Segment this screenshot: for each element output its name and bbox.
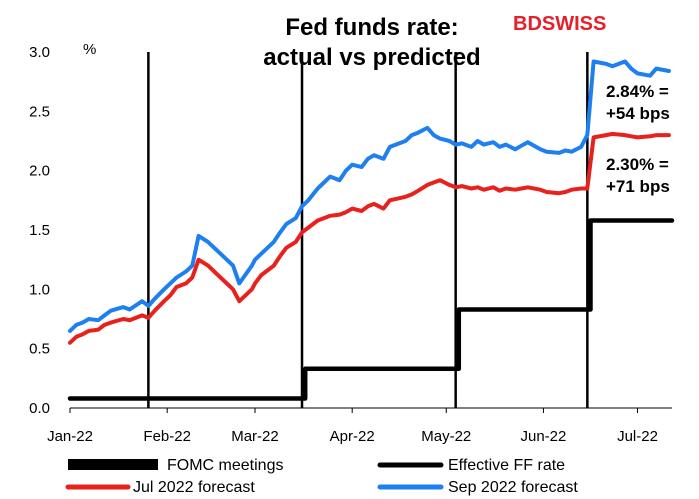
title-line-1: Fed funds rate: [285,14,458,41]
y-tick-label: 1.5 [29,222,50,239]
legend-item-sep-forecast: Sep 2022 forecast [377,479,578,496]
logo-text: BDSWISS [513,13,606,35]
legend: FOMC meetings Effective FF rate Jul 2022… [65,457,578,496]
legend-item-jul-forecast: Jul 2022 forecast [65,479,255,496]
legend-swatch-fomc [68,459,158,470]
series-line-sep-2022-forecast [68,59,671,333]
y-tick-label: 2.5 [29,103,50,120]
fomc-meeting-lines [147,52,589,408]
y-tick-label: 2.0 [29,163,50,180]
logo-text-bd: BD [513,13,542,35]
x-tick-label: Jul-22 [617,428,658,445]
legend-label-fomc: FOMC meetings [167,457,283,474]
legend-label-jul-forecast: Jul 2022 forecast [133,479,255,496]
y-unit-label: % [83,41,96,58]
y-axis-ticks: 0.0 0.5 1.0 1.5 2.0 2.5 3.0 [29,44,50,417]
y-tick-label: 0.5 [29,341,50,358]
x-tick-label: Jan-22 [47,428,93,445]
legend-item-effective-ff: Effective FF rate [377,457,565,474]
x-axis-ticks: Jan-22 Feb-22 Mar-22 Apr-22 May-22 Jun-22 Jul-… [47,408,658,445]
x-tick-label: Feb-22 [143,428,191,445]
title: Fed funds rate: actual vs predicted [263,14,480,71]
annotation-sep-line-2: +54 bps [606,104,670,123]
series-line-jul-2022-forecast [68,131,671,345]
y-tick-label: 0.0 [29,400,50,417]
legend-label-effective-ff: Effective FF rate [448,457,565,474]
x-tick-label: Mar-22 [231,428,279,445]
legend-item-fomc: FOMC meetings [68,457,283,474]
x-tick-label: Jun-22 [521,428,567,445]
annotation-sep: 2.84% = +54 bps [606,82,670,123]
logo-text-swiss: SWISS [542,13,606,35]
x-tick-label: May-22 [421,428,471,445]
y-tick-label: 1.0 [29,281,50,298]
y-tick-label: 3.0 [29,44,50,61]
series-lines [67,59,675,401]
logo: BDSWISS [513,13,606,35]
series-line-effective-ff-rate [67,218,675,401]
title-line-2: actual vs predicted [263,44,480,71]
annotation-sep-line-1: 2.84% = [606,82,669,101]
x-tick-label: Apr-22 [330,428,375,445]
annotations: 2.84% = +54 bps 2.30% = +71 bps [606,82,670,196]
annotation-jul-line-1: 2.30% = [606,155,669,174]
annotation-jul-line-2: +71 bps [606,177,670,196]
annotation-jul: 2.30% = +71 bps [606,155,670,196]
legend-label-sep-forecast: Sep 2022 forecast [448,479,578,496]
